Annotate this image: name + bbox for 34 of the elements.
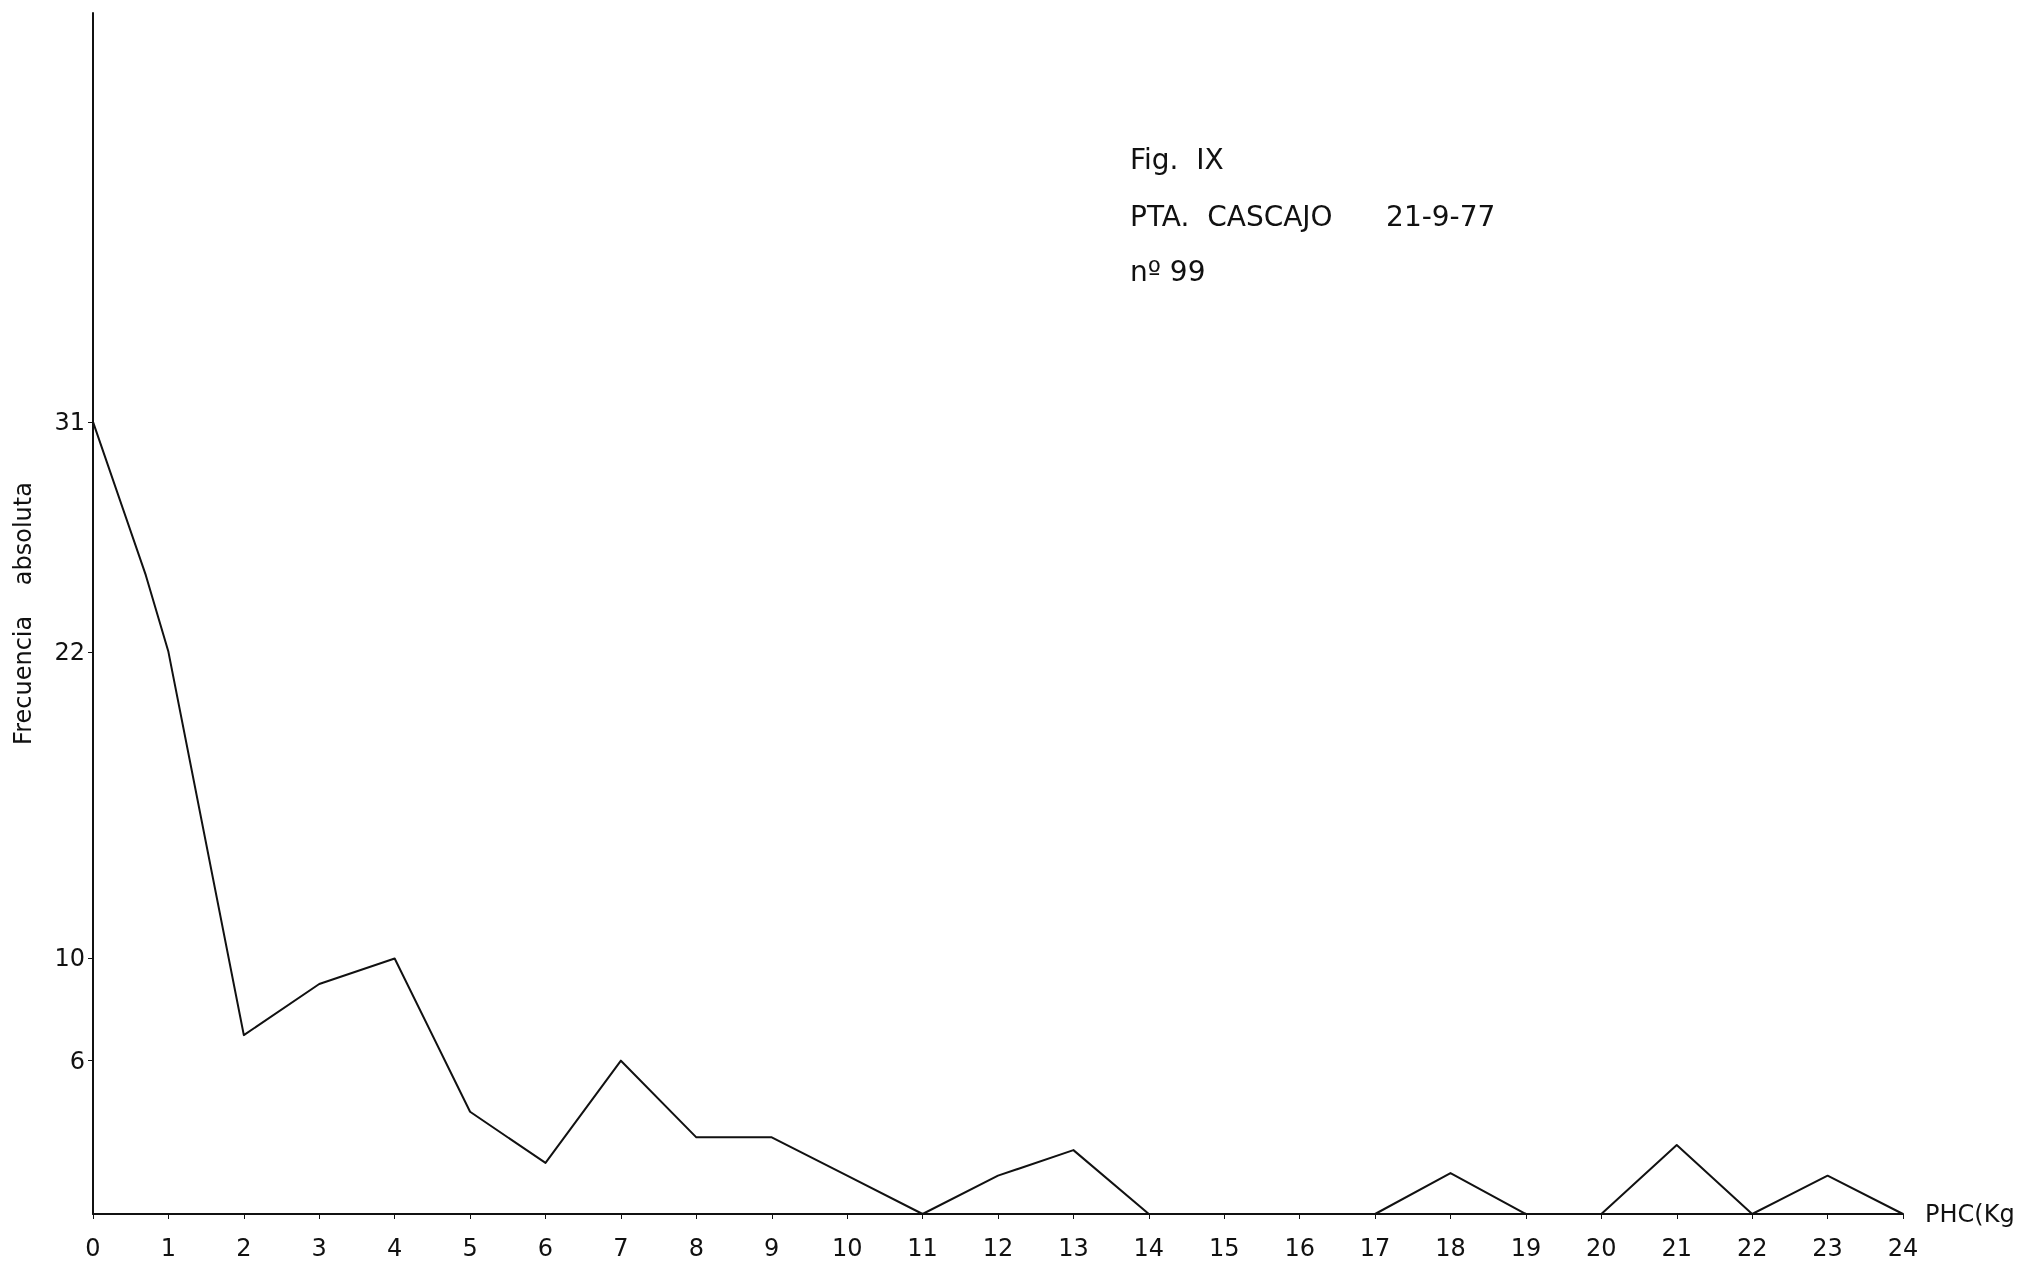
y-tick-label: 6 — [69, 1046, 85, 1075]
x-axis-title: PHC(Kg — [1925, 1200, 2015, 1228]
x-tick-label: 6 — [537, 1234, 554, 1262]
y-tick-label: 10 — [54, 944, 85, 973]
x-tick-label: 3 — [311, 1234, 327, 1262]
x-tick-label: 4 — [387, 1234, 403, 1262]
x-tick-label: 20 — [1586, 1234, 1617, 1262]
x-tick-label: 19 — [1510, 1234, 1542, 1262]
x-tick-label: 14 — [1133, 1234, 1165, 1262]
x-tick-label: 16 — [1284, 1234, 1315, 1262]
x-tick-label: 21 — [1661, 1234, 1693, 1262]
x-tick-label: 13 — [1058, 1234, 1089, 1262]
y-axis-title: Frecuencia absoluta — [9, 482, 37, 745]
x-tick-label: 5 — [462, 1234, 478, 1262]
y-tick-label: 31 — [54, 407, 85, 436]
x-tick-label: 2 — [236, 1234, 252, 1262]
x-tick-label: 8 — [688, 1234, 704, 1262]
x-tick-label: 22 — [1736, 1234, 1768, 1262]
x-tick-label: 24 — [1887, 1234, 1919, 1262]
x-tick-label: 23 — [1812, 1234, 1843, 1262]
text: PTA. CASCAJO 21-9-77 — [1130, 199, 1496, 233]
x-tick-label: 12 — [982, 1234, 1014, 1262]
x-tick-label: 18 — [1435, 1234, 1466, 1262]
x-tick-label: 9 — [764, 1234, 780, 1262]
x-tick-label: 15 — [1208, 1234, 1240, 1262]
x-tick-label: 17 — [1359, 1234, 1391, 1262]
text: Fig. IX — [1130, 142, 1224, 176]
x-tick-label: 0 — [85, 1234, 101, 1262]
x-tick-label: 1 — [160, 1234, 177, 1262]
annotation: nº 99 — [1130, 254, 1206, 288]
x-tick-label: 7 — [613, 1234, 629, 1262]
y-tick-label: 22 — [54, 637, 85, 666]
x-tick-label: 11 — [907, 1234, 938, 1262]
x-tick-label: 10 — [831, 1234, 863, 1262]
